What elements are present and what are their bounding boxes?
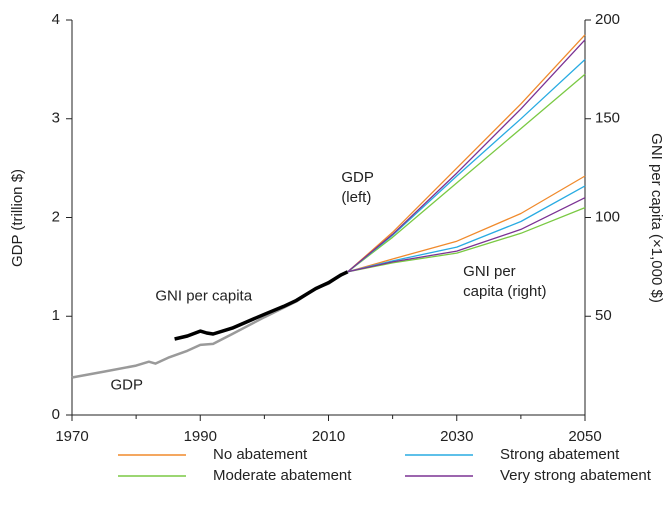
y2-axis-label: GNI per capita (×1,000 $) <box>648 133 665 303</box>
annotation: GNI per capita (right) <box>463 263 546 300</box>
series-line <box>347 175 586 273</box>
y-tick-label: 1 <box>52 307 60 324</box>
y-axis-label: GDP (trillion $) <box>9 169 26 267</box>
annotation: GDP (left) <box>341 169 374 206</box>
annotation-line: GDP <box>341 169 374 186</box>
y-tick-label: 4 <box>52 11 60 28</box>
x-tick-label: 1990 <box>184 428 217 445</box>
annotation-line: GDP <box>110 376 143 393</box>
series-line <box>347 39 586 273</box>
y-tick-label: 0 <box>52 406 60 423</box>
legend-label: No abatement <box>213 446 308 463</box>
series-line <box>347 73 586 273</box>
annotation-line: (left) <box>341 189 371 206</box>
series-line <box>347 34 586 273</box>
annotation-line: GNI per <box>463 263 516 280</box>
legend-label: Moderate abatement <box>213 467 352 484</box>
y-tick-label: 3 <box>52 110 60 127</box>
y2-tick-label: 100 <box>595 208 620 225</box>
x-tick-label: 1970 <box>55 428 88 445</box>
y2-tick-label: 50 <box>595 307 612 324</box>
y-tick-label: 2 <box>52 208 60 225</box>
annotation: GNI per capita <box>155 287 252 304</box>
legend-label: Very strong abatement <box>500 467 652 484</box>
annotation: GDP <box>110 376 143 393</box>
series-line <box>347 185 586 273</box>
annotation-line: GNI per capita <box>155 287 252 304</box>
series-line <box>347 197 586 273</box>
series-line <box>174 270 349 341</box>
y2-tick-label: 200 <box>595 11 620 28</box>
series-line <box>347 206 586 273</box>
annotation-line: capita (right) <box>463 283 546 300</box>
x-tick-label: 2030 <box>440 428 473 445</box>
x-tick-label: 2050 <box>568 428 601 445</box>
legend-label: Strong abatement <box>500 446 620 463</box>
y2-tick-label: 150 <box>595 110 620 127</box>
x-tick-label: 2010 <box>312 428 345 445</box>
